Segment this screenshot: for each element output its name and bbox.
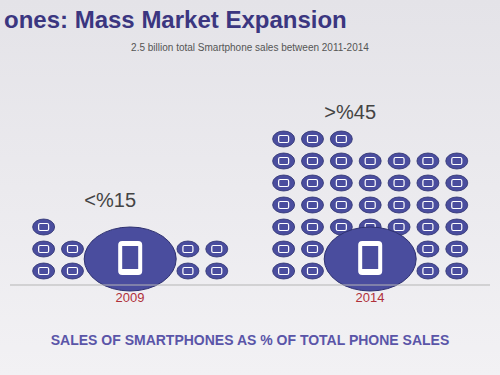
svg-text:2014: 2014 — [356, 290, 385, 305]
html-text:ones: Mass Market Expansion: ones: Mass Market Expansion — [4, 6, 347, 33]
html-text:2.5 billion total Smartphone s: 2.5 billion total Smartphone sales betwe… — [131, 42, 369, 53]
svg-text:>%45: >%45 — [324, 101, 376, 123]
html-text:SALES OF SMARTPHONES AS % OF T: SALES OF SMARTPHONES AS % OF TOTAL PHONE… — [50, 332, 450, 348]
svg-text:2009: 2009 — [116, 290, 145, 305]
svg-text:<%15: <%15 — [84, 189, 136, 211]
